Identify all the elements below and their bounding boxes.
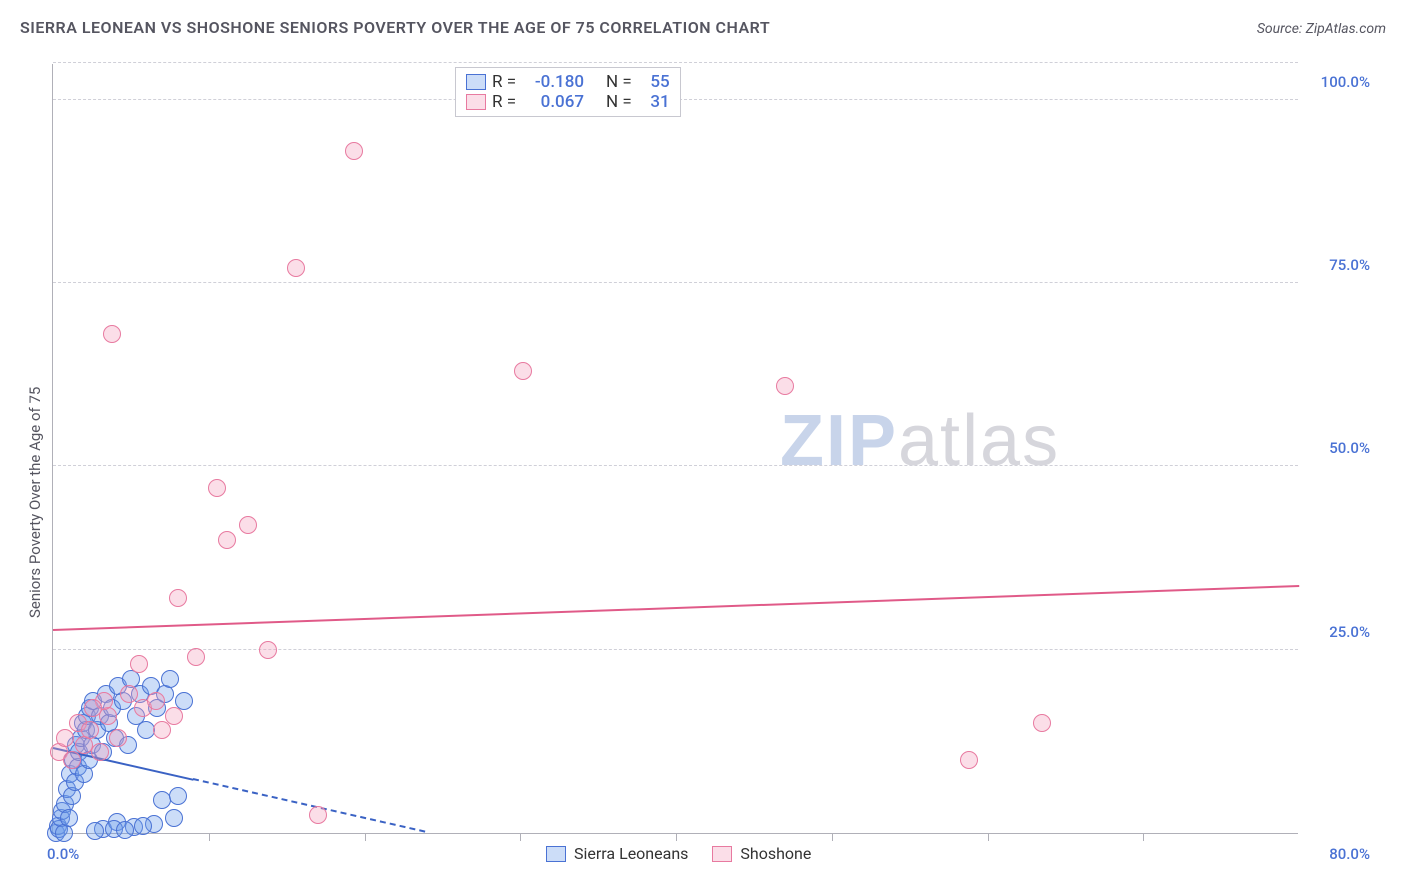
series-legend-label: Shoshone — [740, 844, 811, 863]
point-shoshone — [960, 751, 978, 769]
r-label: R = — [492, 72, 516, 92]
point-shoshone — [187, 648, 205, 666]
point-sierra-leonean — [134, 817, 152, 835]
point-shoshone — [345, 142, 363, 160]
point-sierra-leonean — [165, 809, 183, 827]
x-tick — [209, 833, 210, 841]
x-tick — [1143, 833, 1144, 841]
n-label: N = — [606, 72, 632, 92]
point-shoshone — [165, 707, 183, 725]
point-shoshone — [63, 751, 81, 769]
point-shoshone — [84, 699, 102, 717]
gridline — [53, 465, 1298, 466]
gridline — [53, 649, 1298, 650]
y-tick-label: 75.0% — [1306, 256, 1370, 274]
point-shoshone — [218, 531, 236, 549]
point-shoshone — [514, 362, 532, 380]
point-sierra-leonean — [86, 822, 104, 840]
x-label-max: 80.0% — [1306, 845, 1370, 863]
point-shoshone — [103, 325, 121, 343]
source-label: Source: ZipAtlas.com — [1257, 21, 1386, 37]
trend-line — [53, 585, 1299, 631]
r-value: -0.180 — [522, 72, 584, 92]
point-shoshone — [239, 516, 257, 534]
point-shoshone — [287, 259, 305, 277]
gridline — [53, 62, 1298, 63]
n-value: 55 — [638, 72, 670, 92]
chart-title: SIERRA LEONEAN VS SHOSHONE SENIORS POVER… — [20, 18, 770, 37]
y-tick-label: 25.0% — [1306, 623, 1370, 641]
point-shoshone — [153, 721, 171, 739]
x-tick — [832, 833, 833, 841]
n-value: 31 — [638, 92, 670, 112]
legend-swatch — [712, 846, 732, 862]
point-shoshone — [56, 729, 74, 747]
series-legend-label: Sierra Leoneans — [574, 844, 688, 863]
y-axis-title: Seniors Poverty Over the Age of 75 — [26, 387, 44, 618]
series-legend-item: Shoshone — [712, 844, 811, 863]
legend-swatch — [466, 74, 486, 90]
point-shoshone — [130, 655, 148, 673]
point-shoshone — [1033, 714, 1051, 732]
legend-swatch — [546, 846, 566, 862]
trend-line — [193, 778, 425, 833]
n-label: N = — [606, 92, 632, 112]
x-label-min: 0.0% — [47, 845, 79, 863]
series-legend: Sierra Leoneans Shoshone — [546, 844, 811, 863]
legend-swatch — [466, 94, 486, 110]
point-shoshone — [91, 743, 109, 761]
plot-area: 25.0%50.0%75.0%100.0%0.0%80.0% — [52, 64, 1298, 834]
point-shoshone — [309, 806, 327, 824]
correlation-legend-row: R = -0.180 N = 55 — [466, 72, 670, 92]
correlation-legend: R = -0.180 N = 55 R = 0.067 N = 31 — [455, 67, 681, 117]
point-shoshone — [776, 377, 794, 395]
gridline — [53, 282, 1298, 283]
point-shoshone — [120, 685, 138, 703]
point-sierra-leonean — [60, 809, 78, 827]
x-tick — [520, 833, 521, 841]
correlation-legend-row: R = 0.067 N = 31 — [466, 92, 670, 112]
point-shoshone — [81, 721, 99, 739]
series-legend-item: Sierra Leoneans — [546, 844, 688, 863]
point-shoshone — [109, 729, 127, 747]
x-tick — [676, 833, 677, 841]
r-value: 0.067 — [522, 92, 584, 112]
x-tick — [365, 833, 366, 841]
point-shoshone — [208, 479, 226, 497]
point-sierra-leonean — [116, 821, 134, 839]
y-tick-label: 50.0% — [1306, 439, 1370, 457]
r-label: R = — [492, 92, 516, 112]
point-shoshone — [147, 692, 165, 710]
point-shoshone — [259, 641, 277, 659]
point-sierra-leonean — [169, 787, 187, 805]
x-tick — [988, 833, 989, 841]
point-sierra-leonean — [161, 670, 179, 688]
y-tick-label: 100.0% — [1306, 73, 1370, 91]
point-shoshone — [169, 589, 187, 607]
